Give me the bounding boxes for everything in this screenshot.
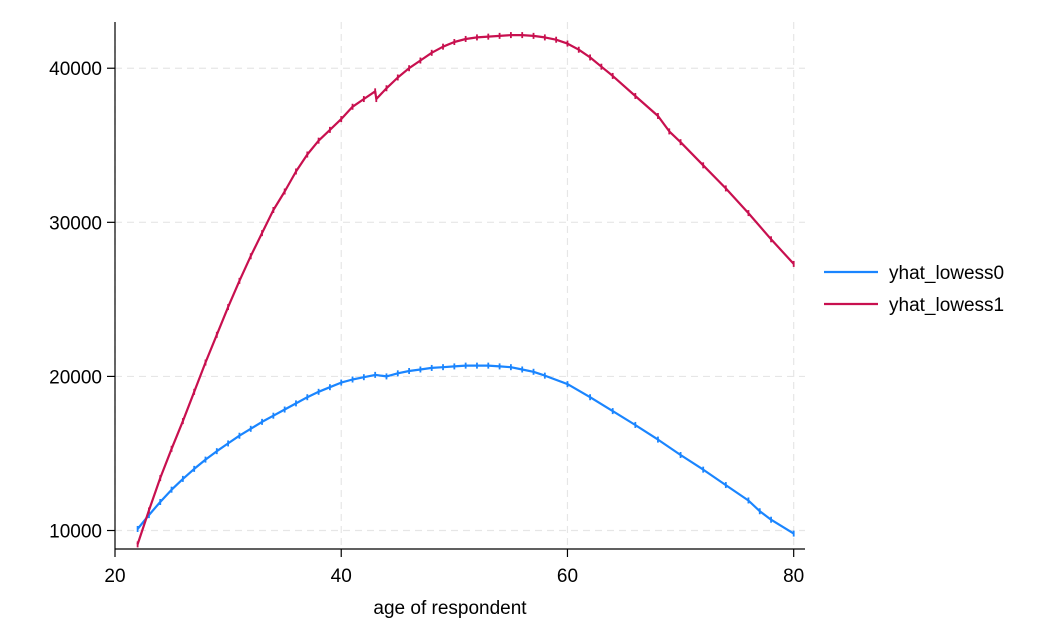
series-lines xyxy=(136,32,795,548)
axes xyxy=(114,22,805,550)
legend: yhat_lowess0 yhat_lowess1 xyxy=(824,263,1004,316)
x-axis-title: age of respondent xyxy=(373,598,527,619)
x-tick-label: 60 xyxy=(557,566,578,587)
legend-item: yhat_lowess0 xyxy=(824,263,1004,284)
y-tick-label: 30000 xyxy=(49,213,102,234)
gridlines xyxy=(114,22,805,549)
y-tick-label: 40000 xyxy=(49,59,102,80)
y-tick-label: 20000 xyxy=(49,367,102,388)
series-line xyxy=(136,364,795,535)
x-tick-label: 20 xyxy=(104,566,125,587)
legend-label: yhat_lowess0 xyxy=(889,263,1004,284)
series-yhat_lowess0 xyxy=(136,362,795,537)
series-yhat_lowess1 xyxy=(136,32,795,548)
y-tick-label: 10000 xyxy=(49,522,102,543)
legend-item: yhat_lowess1 xyxy=(824,295,1004,316)
ticks: 20 40 60 80 10000 20000 30000 40000 xyxy=(49,59,804,587)
x-tick-label: 80 xyxy=(783,566,804,587)
x-tick-label: 40 xyxy=(331,566,352,587)
legend-label: yhat_lowess1 xyxy=(889,295,1004,316)
series-line xyxy=(136,34,795,545)
